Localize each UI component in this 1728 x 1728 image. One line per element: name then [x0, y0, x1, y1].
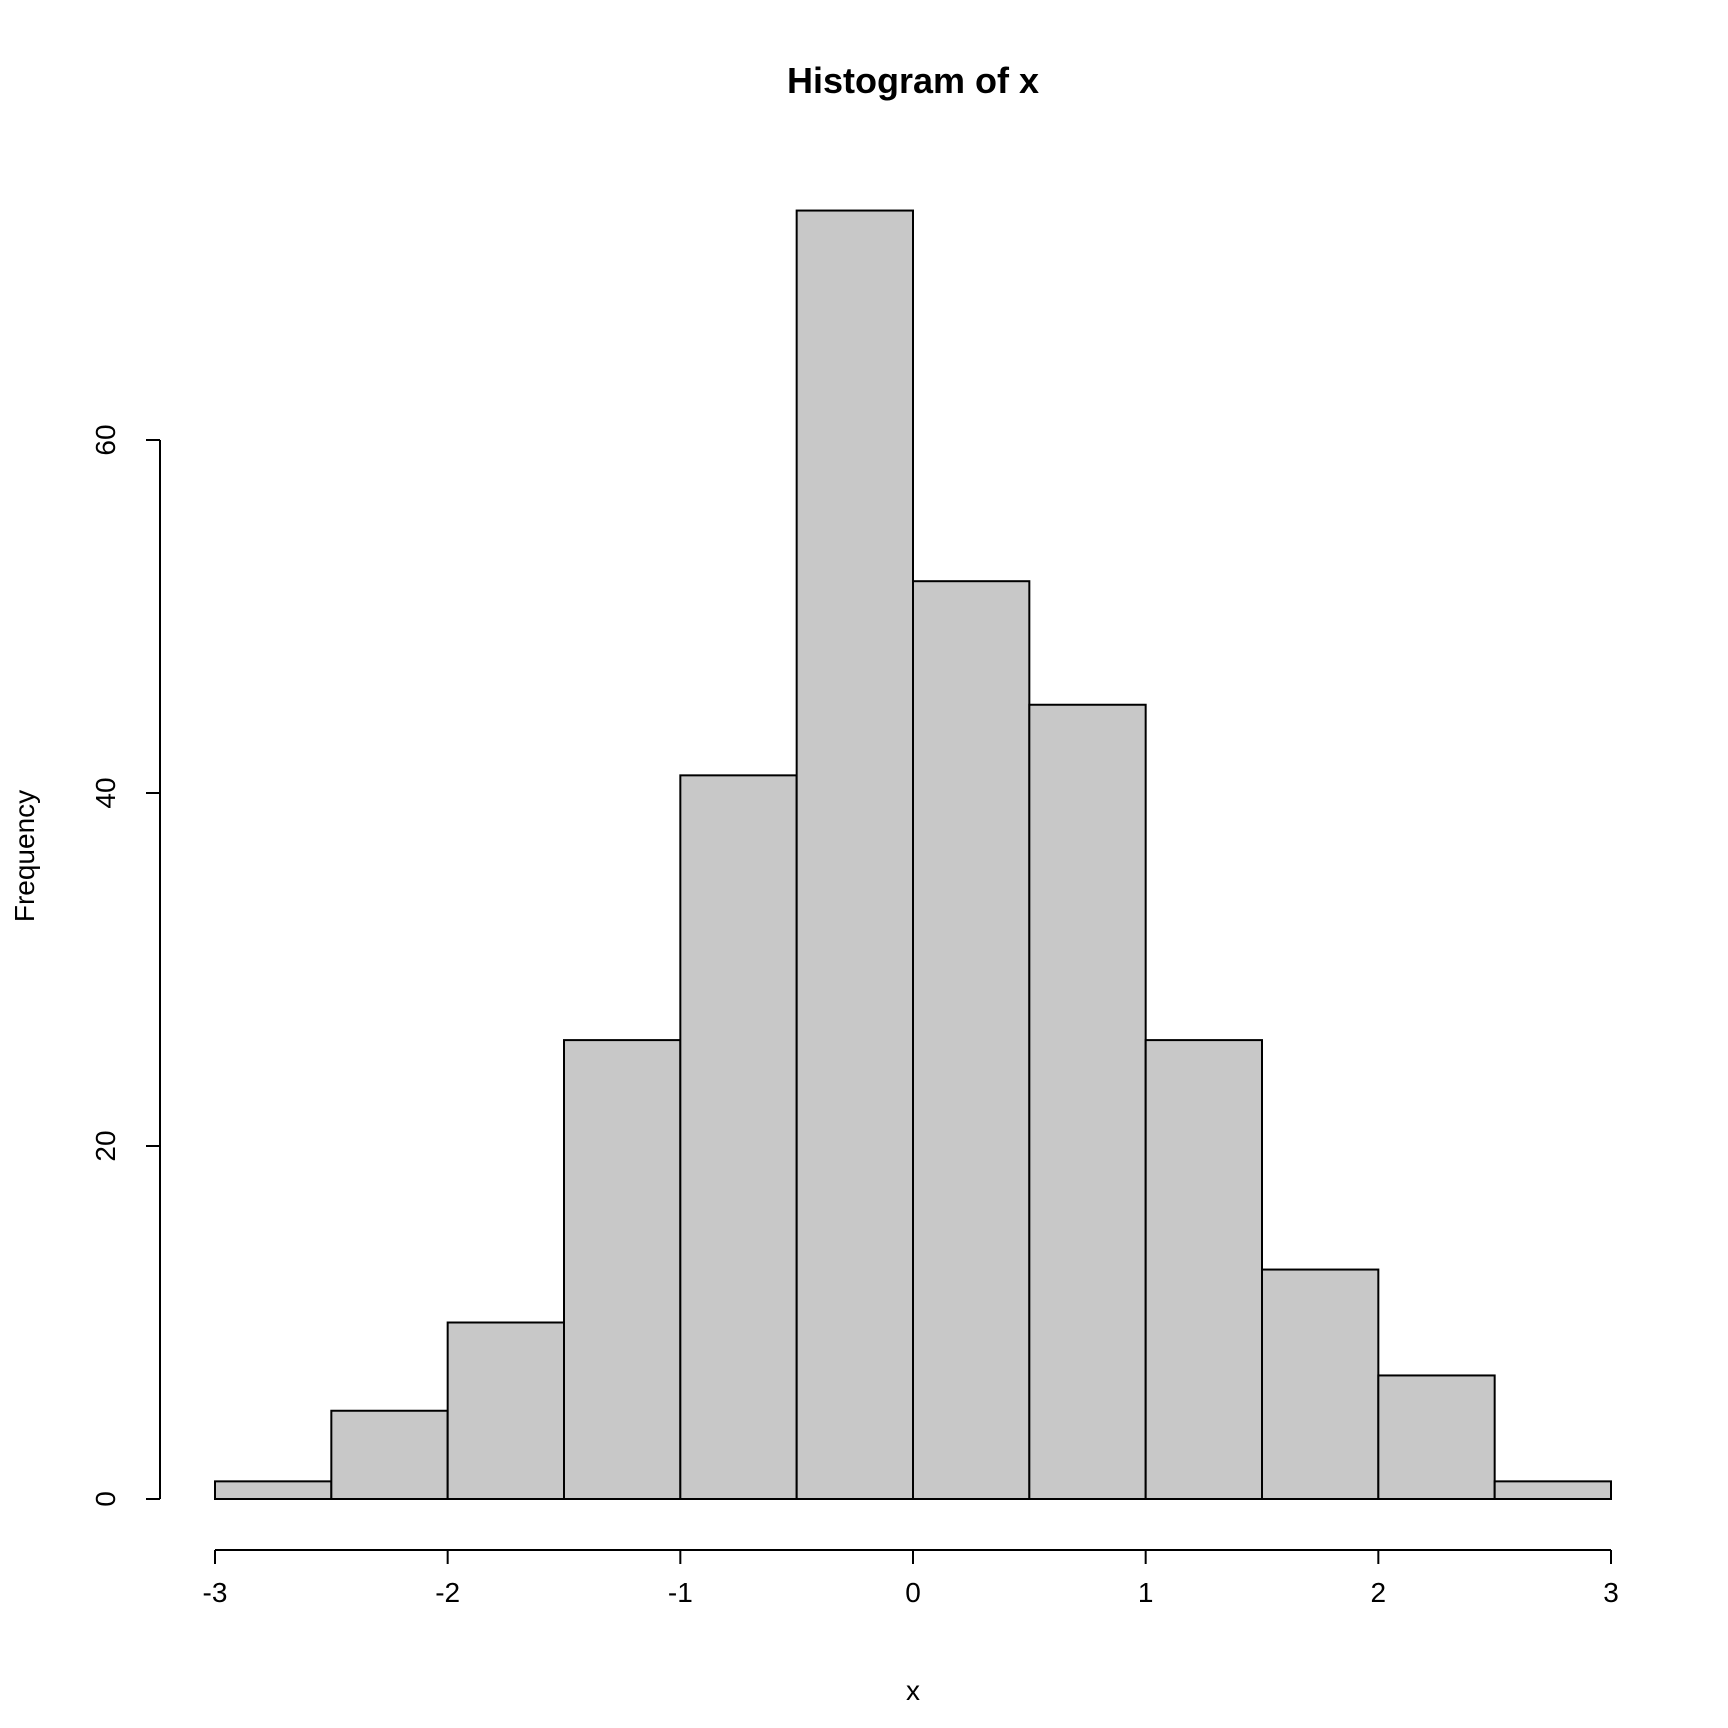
histogram-bar-4	[679, 774, 798, 1500]
x-tick-label: -1	[668, 1577, 693, 1608]
histogram-bar-0	[214, 1480, 333, 1500]
y-tick-label: 0	[90, 1491, 121, 1507]
y-tick-label: 60	[90, 424, 121, 455]
histogram-bar-1	[330, 1409, 449, 1500]
y-axis: 0 20 40 60	[90, 424, 161, 1507]
x-axis-label: x	[906, 1675, 920, 1706]
histogram-bar-11	[1493, 1480, 1612, 1500]
x-tick-label: 3	[1603, 1577, 1619, 1608]
y-axis-label: Frequency	[9, 790, 40, 922]
x-tick-label: 0	[905, 1577, 921, 1608]
histogram-bar-7	[1028, 703, 1147, 1500]
histogram-bar-9	[1261, 1268, 1380, 1501]
x-tick-label: -3	[203, 1577, 228, 1608]
histogram-bar-6	[912, 580, 1031, 1500]
histogram-bar-10	[1377, 1374, 1496, 1500]
histogram-bar-5	[795, 209, 915, 1500]
histogram-bar-8	[1144, 1039, 1263, 1500]
histogram-bar-3	[563, 1039, 682, 1500]
histogram-bar-2	[446, 1321, 565, 1500]
x-tick-label: 2	[1371, 1577, 1387, 1608]
x-tick-label: -2	[435, 1577, 460, 1608]
y-tick-label: 20	[90, 1130, 121, 1161]
x-tick-label: 1	[1138, 1577, 1154, 1608]
bars-group	[214, 209, 1612, 1501]
x-axis: -3 -2 -1 0 1 2 3	[203, 1549, 1619, 1608]
chart-title: Histogram of x	[787, 60, 1039, 101]
y-tick-label: 40	[90, 777, 121, 808]
